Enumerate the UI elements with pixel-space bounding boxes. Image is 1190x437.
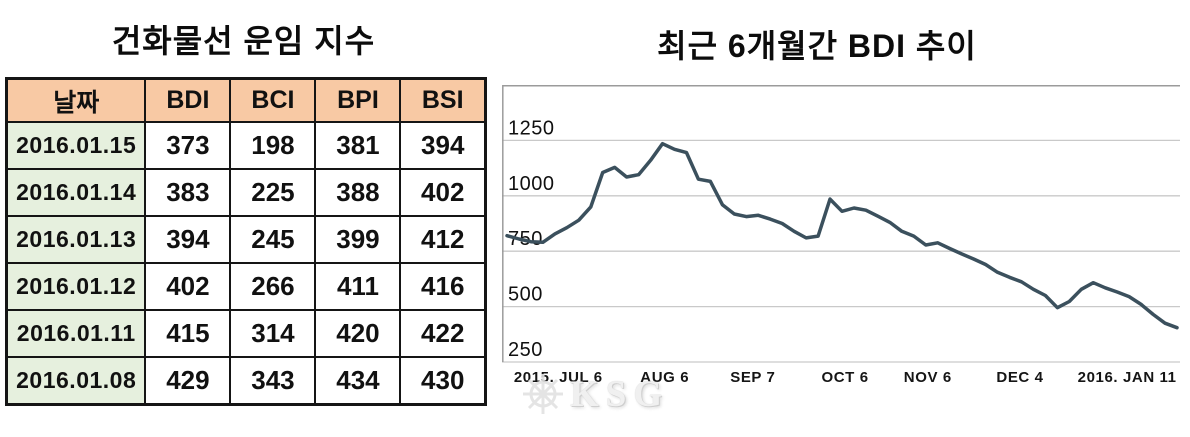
- index-value-cell: 373: [144, 121, 232, 170]
- date-cell: 2016.01.14: [5, 168, 147, 217]
- bdi-chart-title: 최근 6개월간 BDI 추이: [657, 28, 977, 64]
- index-value-cell: 314: [229, 309, 317, 358]
- table-row: 2016.01.15 373 198 381 394: [5, 121, 487, 170]
- index-value-cell: 402: [144, 262, 232, 311]
- x-axis-tick-label: AUG 6: [640, 369, 689, 386]
- date-cell: 2016.01.15: [5, 121, 147, 170]
- index-value-cell: 416: [399, 262, 487, 311]
- table-row: 2016.01.12 402 266 411 416: [5, 262, 487, 311]
- table-column-header: BSI: [399, 77, 487, 123]
- freight-table-body: 2016.01.15 373 198 381 394 2016.01.14 383 225 38…: [5, 121, 487, 406]
- index-value-cell: 381: [314, 121, 402, 170]
- x-axis-tick-label: NOV 6: [904, 369, 952, 386]
- table-header-row: 날짜 BDI BCI BPI BSI: [5, 77, 487, 123]
- x-axis-tick-label: OCT 6: [821, 369, 868, 386]
- index-value-cell: 434: [314, 356, 402, 406]
- index-value-cell: 422: [399, 309, 487, 358]
- date-cell: 2016.01.11: [5, 309, 147, 358]
- index-value-cell: 383: [144, 168, 232, 217]
- y-axis-tick-label: 1250: [508, 117, 555, 139]
- index-value-cell: 399: [314, 215, 402, 264]
- table-column-header: 날짜: [5, 77, 147, 123]
- table-row: 2016.01.11 415 314 420 422: [5, 309, 487, 358]
- x-axis-tick-label: 2016. JAN 11: [1078, 369, 1177, 386]
- date-cell: 2016.01.13: [5, 215, 147, 264]
- freight-index-table: 날짜 BDI BCI BPI BSI 2016.01.15 373 198 381 394 201…: [5, 77, 487, 406]
- y-axis-tick-label: 250: [508, 339, 543, 361]
- index-value-cell: 420: [314, 309, 402, 358]
- bdi-line: [505, 141, 1179, 330]
- table-column-header: BCI: [229, 77, 317, 123]
- index-value-cell: 429: [144, 356, 232, 406]
- date-cell: 2016.01.12: [5, 262, 147, 311]
- index-value-cell: 415: [144, 309, 232, 358]
- y-axis-tick-label: 500: [508, 284, 543, 306]
- index-value-cell: 394: [144, 215, 232, 264]
- index-value-cell: 245: [229, 215, 317, 264]
- table-row: 2016.01.13 394 245 399 412: [5, 215, 487, 264]
- table-row: 2016.01.08 429 343 434 430: [5, 356, 487, 406]
- index-value-cell: 411: [314, 262, 402, 311]
- index-value-cell: 430: [399, 356, 487, 406]
- x-axis-tick-label: SEP 7: [730, 369, 775, 386]
- index-value-cell: 412: [399, 215, 487, 264]
- index-value-cell: 388: [314, 168, 402, 217]
- index-value-cell: 266: [229, 262, 317, 311]
- index-value-cell: 394: [399, 121, 487, 170]
- index-value-cell: 343: [229, 356, 317, 406]
- index-value-cell: 198: [229, 121, 317, 170]
- y-axis-tick-label: 1000: [508, 173, 555, 195]
- index-value-cell: 402: [399, 168, 487, 217]
- date-cell: 2016.01.08: [5, 356, 147, 406]
- table-column-header: BPI: [314, 77, 402, 123]
- freight-table-title: 건화물선 운임 지수: [111, 23, 376, 59]
- table-row: 2016.01.14 383 225 388 402: [5, 168, 487, 217]
- x-axis-tick-label: DEC 4: [996, 369, 1043, 386]
- x-axis-tick-label: 2015. JUL 6: [514, 369, 603, 386]
- table-column-header: BDI: [144, 77, 232, 123]
- index-value-cell: 225: [229, 168, 317, 217]
